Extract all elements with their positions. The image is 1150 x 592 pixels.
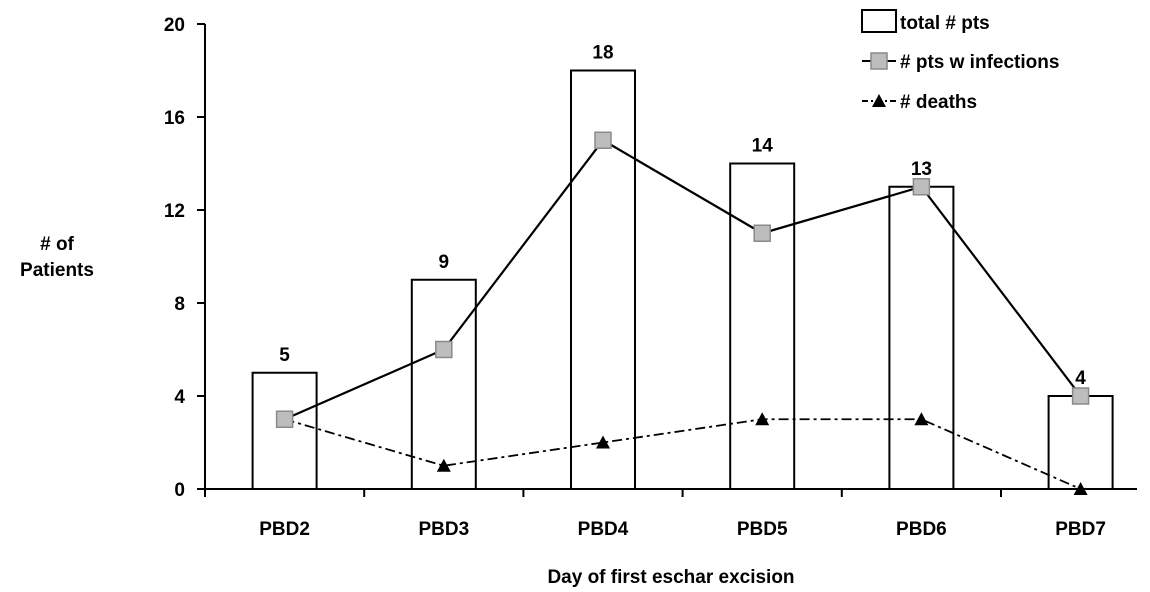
deaths-line <box>284 418 1081 490</box>
bar-data-label: 18 <box>592 43 613 64</box>
series-lines <box>284 138 1082 490</box>
infections-marker <box>912 178 931 196</box>
deaths-marker <box>914 412 929 426</box>
axes <box>204 24 1137 490</box>
infections-line <box>284 138 1082 421</box>
bar <box>729 162 796 490</box>
x-tick-label: PBD2 <box>259 519 310 540</box>
infections-marker <box>275 410 294 428</box>
series-markers <box>275 131 1090 495</box>
y-tick-label: 8 <box>174 294 185 315</box>
x-tick-label: PBD5 <box>737 519 788 540</box>
bars <box>251 69 1114 490</box>
bar <box>251 371 318 490</box>
deaths-marker <box>436 458 451 472</box>
y-axis-label-line1: # of <box>40 234 74 255</box>
bar-data-label: 4 <box>1075 368 1086 389</box>
deaths-marker <box>1073 482 1088 495</box>
y-tick-label: 16 <box>164 108 185 129</box>
y-tick-label: 20 <box>164 15 185 36</box>
bar-data-label: 9 <box>439 252 450 273</box>
bar <box>410 278 477 490</box>
bar-data-label: 5 <box>279 345 290 366</box>
legend-label-infections: # pts w infections <box>900 52 1059 73</box>
y-tick-label: 4 <box>174 387 185 408</box>
infections-marker <box>594 131 612 149</box>
infections-marker <box>435 340 453 359</box>
x-tick-label: PBD7 <box>1055 519 1106 540</box>
legend-bar-symbol <box>861 9 897 33</box>
legend-label-total: total # pts <box>900 13 990 34</box>
deaths-marker <box>755 412 770 426</box>
legend: total # pts # pts w infections # deaths <box>861 9 1059 113</box>
bar-data-label: 14 <box>752 136 774 157</box>
legend-label-deaths: # deaths <box>900 92 977 113</box>
bar <box>888 185 955 490</box>
x-ticks: PBD2 PBD3 PBD4 PBD5 PBD6 PBD7 <box>204 489 1106 540</box>
legend-infections-marker <box>870 52 888 70</box>
infections-marker <box>1071 387 1090 405</box>
y-tick-label: 12 <box>164 201 185 222</box>
x-tick-label: PBD4 <box>578 519 629 540</box>
legend-deaths-marker <box>872 94 886 107</box>
bar-labels: 5 9 18 14 13 4 <box>279 43 1086 390</box>
y-ticks: 0 4 8 12 16 20 <box>164 15 205 501</box>
y-tick-label: 0 <box>174 480 185 501</box>
x-tick-label: PBD3 <box>418 519 469 540</box>
x-axis-label: Day of first eschar excision <box>547 567 794 588</box>
x-tick-label: PBD6 <box>896 519 947 540</box>
y-axis-label-line2: Patients <box>20 260 94 281</box>
infections-marker <box>753 224 771 242</box>
deaths-marker <box>596 435 610 449</box>
bar <box>1047 395 1114 490</box>
bar-data-label: 13 <box>911 159 932 180</box>
